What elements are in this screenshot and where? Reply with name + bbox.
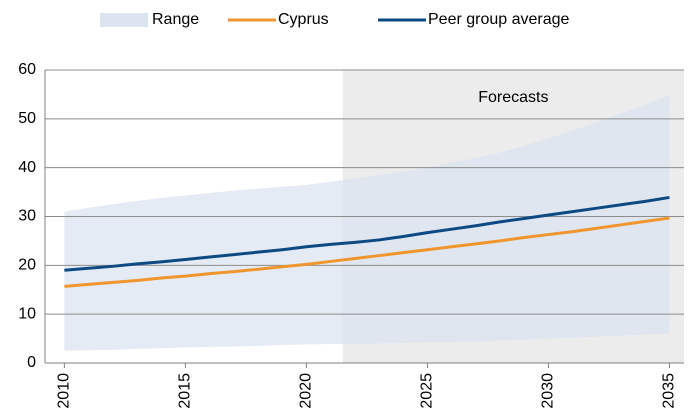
y-tick-label: 10 bbox=[18, 305, 36, 322]
x-tick-label: 2030 bbox=[540, 373, 557, 409]
y-tick-label: 20 bbox=[18, 257, 36, 274]
legend-label: Range bbox=[152, 11, 199, 28]
forecast-label: Forecasts bbox=[478, 89, 548, 106]
y-tick-label: 40 bbox=[18, 159, 36, 176]
series-line bbox=[64, 195, 670, 272]
legend-label: Cyprus bbox=[278, 11, 329, 28]
range-area bbox=[64, 95, 670, 351]
legend-swatch bbox=[100, 13, 148, 27]
x-tick-label: 2015 bbox=[177, 373, 194, 409]
x-tick-label: 2010 bbox=[56, 373, 73, 409]
x-tick-label: 2035 bbox=[661, 373, 678, 409]
x-tick-label: 2020 bbox=[298, 373, 315, 409]
y-tick-label: 0 bbox=[27, 354, 36, 371]
y-tick-label: 50 bbox=[18, 110, 36, 127]
series-line bbox=[64, 216, 670, 288]
y-tick-label: 30 bbox=[18, 208, 36, 225]
x-tick-label: 2025 bbox=[419, 373, 436, 409]
y-tick-label: 60 bbox=[18, 61, 36, 78]
legend-label: Peer group average bbox=[428, 11, 570, 28]
